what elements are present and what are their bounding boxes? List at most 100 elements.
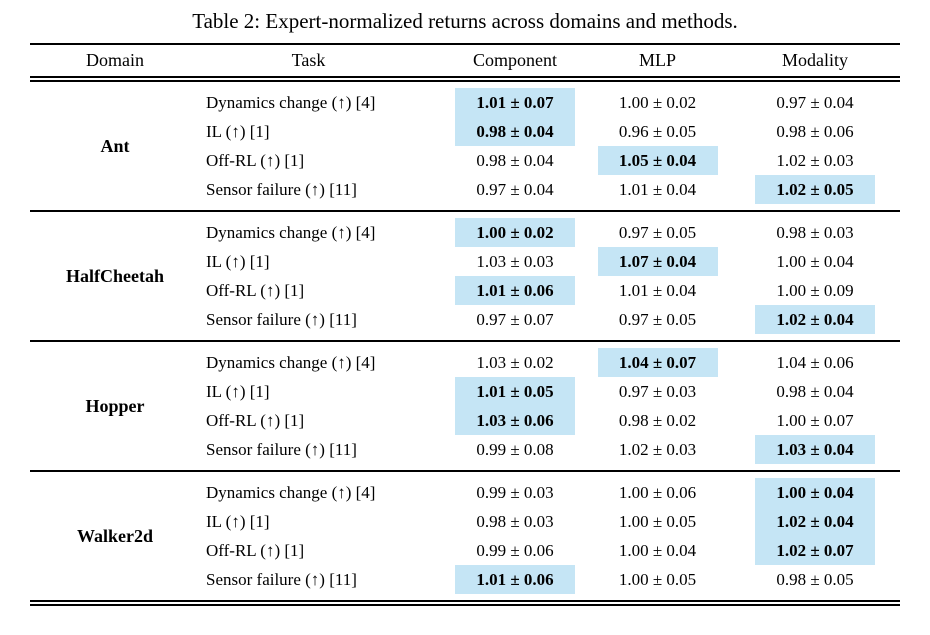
value-cell-component: 0.98 ± 0.04 xyxy=(445,146,585,175)
table-caption: Table 2: Expert-normalized returns acros… xyxy=(192,9,738,33)
value-cell-mlp: 1.04 ± 0.07 xyxy=(585,348,730,377)
column-header-task: Task xyxy=(291,50,326,70)
value-cell-component: 1.03 ± 0.06 xyxy=(445,406,585,435)
value-mlp: 1.05 ± 0.04 xyxy=(597,146,718,175)
value-mlp: 0.97 ± 0.03 xyxy=(618,381,697,401)
table-row: Dynamics change (↑) [4] 1.03 ± 0.02 1.04… xyxy=(200,348,900,377)
task-label: Dynamics change (↑) [4] xyxy=(206,92,376,112)
value-modality: 0.98 ± 0.06 xyxy=(776,121,854,141)
value-modality: 0.98 ± 0.05 xyxy=(776,569,854,589)
table-row: Dynamics change (↑) [4] 0.99 ± 0.03 1.00… xyxy=(200,478,900,507)
task-label: Off-RL (↑) [1] xyxy=(206,540,305,560)
value-component: 1.03 ± 0.03 xyxy=(476,251,554,271)
value-modality: 1.00 ± 0.07 xyxy=(776,410,854,430)
value-cell-mlp: 0.97 ± 0.03 xyxy=(585,377,730,406)
value-cell-component: 1.01 ± 0.07 xyxy=(445,88,585,117)
section-rows: Dynamics change (↑) [4] 1.03 ± 0.02 1.04… xyxy=(200,348,900,464)
column-header-component: Component xyxy=(473,50,557,70)
value-mlp: 1.07 ± 0.04 xyxy=(597,247,718,276)
value-component: 0.98 ± 0.03 xyxy=(476,511,554,531)
table-row: IL (↑) [1] 1.01 ± 0.05 0.97 ± 0.03 0.98 … xyxy=(200,377,900,406)
task-label: Sensor failure (↑) [11] xyxy=(206,569,357,589)
value-mlp: 0.97 ± 0.05 xyxy=(618,222,697,242)
value-cell-mlp: 0.98 ± 0.02 xyxy=(585,406,730,435)
value-component: 1.01 ± 0.05 xyxy=(455,377,575,406)
value-cell-modality: 1.00 ± 0.07 xyxy=(730,406,900,435)
value-modality: 1.02 ± 0.07 xyxy=(755,536,875,565)
value-component: 1.00 ± 0.02 xyxy=(455,218,575,247)
value-cell-mlp: 1.05 ± 0.04 xyxy=(585,146,730,175)
value-cell-component: 1.01 ± 0.06 xyxy=(445,565,585,594)
value-component: 1.01 ± 0.06 xyxy=(455,276,575,305)
value-component: 0.98 ± 0.04 xyxy=(476,150,554,170)
value-modality: 1.00 ± 0.09 xyxy=(776,280,854,300)
domain-label: Walker2d xyxy=(76,525,153,546)
task-label: IL (↑) [1] xyxy=(206,381,270,401)
value-cell-modality: 0.98 ± 0.06 xyxy=(730,117,900,146)
value-modality: 0.98 ± 0.03 xyxy=(776,222,854,242)
value-modality: 1.00 ± 0.04 xyxy=(755,478,875,507)
value-cell-component: 0.99 ± 0.08 xyxy=(445,435,585,464)
value-cell-component: 1.03 ± 0.02 xyxy=(445,348,585,377)
value-cell-component: 0.97 ± 0.07 xyxy=(445,305,585,334)
task-label: Sensor failure (↑) [11] xyxy=(206,179,357,199)
table-row: Sensor failure (↑) [11] 1.01 ± 0.06 1.00… xyxy=(200,565,900,594)
task-label: Sensor failure (↑) [11] xyxy=(206,439,357,459)
value-cell-component: 1.03 ± 0.03 xyxy=(445,247,585,276)
results-table: Domain Task Component MLP Modality Ant D… xyxy=(30,43,900,606)
value-mlp: 0.97 ± 0.05 xyxy=(618,309,697,329)
table-header-row: Domain Task Component MLP Modality xyxy=(30,45,900,82)
value-mlp: 1.01 ± 0.04 xyxy=(618,179,697,199)
table-row: IL (↑) [1] 0.98 ± 0.03 1.00 ± 0.05 1.02 … xyxy=(200,507,900,536)
value-cell-component: 0.98 ± 0.03 xyxy=(445,507,585,536)
value-cell-modality: 0.98 ± 0.03 xyxy=(730,218,900,247)
table-row: IL (↑) [1] 0.98 ± 0.04 0.96 ± 0.05 0.98 … xyxy=(200,117,900,146)
value-modality: 1.04 ± 0.06 xyxy=(776,352,854,372)
table-row: Off-RL (↑) [1] 1.03 ± 0.06 0.98 ± 0.02 1… xyxy=(200,406,900,435)
value-cell-modality: 1.00 ± 0.04 xyxy=(730,247,900,276)
value-mlp: 1.00 ± 0.05 xyxy=(618,511,697,531)
value-component: 0.97 ± 0.04 xyxy=(476,179,554,199)
value-modality: 1.02 ± 0.04 xyxy=(755,305,875,334)
value-mlp: 1.04 ± 0.07 xyxy=(597,348,718,377)
value-cell-modality: 1.02 ± 0.07 xyxy=(730,536,900,565)
value-cell-modality: 1.00 ± 0.04 xyxy=(730,478,900,507)
value-component: 0.98 ± 0.04 xyxy=(455,117,575,146)
task-label: Sensor failure (↑) [11] xyxy=(206,309,357,329)
task-label: IL (↑) [1] xyxy=(206,251,270,271)
value-cell-mlp: 0.97 ± 0.05 xyxy=(585,305,730,334)
value-mlp: 0.96 ± 0.05 xyxy=(618,121,697,141)
value-cell-component: 1.00 ± 0.02 xyxy=(445,218,585,247)
value-mlp: 1.00 ± 0.06 xyxy=(618,482,697,502)
value-mlp: 0.98 ± 0.02 xyxy=(618,410,697,430)
value-modality: 0.97 ± 0.04 xyxy=(776,92,854,112)
value-cell-component: 1.01 ± 0.05 xyxy=(445,377,585,406)
value-cell-mlp: 0.97 ± 0.05 xyxy=(585,218,730,247)
value-cell-modality: 1.00 ± 0.09 xyxy=(730,276,900,305)
domain-section: HalfCheetah Dynamics change (↑) [4] 1.00… xyxy=(30,210,900,340)
task-label: Dynamics change (↑) [4] xyxy=(206,352,376,372)
value-modality: 1.00 ± 0.04 xyxy=(776,251,854,271)
domain-section: Hopper Dynamics change (↑) [4] 1.03 ± 0.… xyxy=(30,340,900,470)
value-component: 1.01 ± 0.07 xyxy=(455,88,575,117)
value-modality: 1.02 ± 0.04 xyxy=(755,507,875,536)
column-header-domain: Domain xyxy=(86,50,144,70)
value-cell-mlp: 1.00 ± 0.04 xyxy=(585,536,730,565)
value-modality: 1.02 ± 0.03 xyxy=(776,150,854,170)
value-cell-component: 1.01 ± 0.06 xyxy=(445,276,585,305)
section-rows: Dynamics change (↑) [4] 1.00 ± 0.02 0.97… xyxy=(200,218,900,334)
value-cell-mlp: 1.02 ± 0.03 xyxy=(585,435,730,464)
value-cell-modality: 1.02 ± 0.04 xyxy=(730,305,900,334)
table-row: Off-RL (↑) [1] 0.98 ± 0.04 1.05 ± 0.04 1… xyxy=(200,146,900,175)
table-row: Sensor failure (↑) [11] 0.97 ± 0.04 1.01… xyxy=(200,175,900,204)
table-row: Off-RL (↑) [1] 0.99 ± 0.06 1.00 ± 0.04 1… xyxy=(200,536,900,565)
value-mlp: 1.00 ± 0.02 xyxy=(618,92,697,112)
value-cell-component: 0.98 ± 0.04 xyxy=(445,117,585,146)
table-row: Off-RL (↑) [1] 1.01 ± 0.06 1.01 ± 0.04 1… xyxy=(200,276,900,305)
value-cell-modality: 0.97 ± 0.04 xyxy=(730,88,900,117)
task-label: Off-RL (↑) [1] xyxy=(206,280,305,300)
value-cell-mlp: 1.00 ± 0.05 xyxy=(585,565,730,594)
value-cell-mlp: 0.96 ± 0.05 xyxy=(585,117,730,146)
value-cell-modality: 0.98 ± 0.05 xyxy=(730,565,900,594)
value-component: 0.99 ± 0.08 xyxy=(476,439,554,459)
